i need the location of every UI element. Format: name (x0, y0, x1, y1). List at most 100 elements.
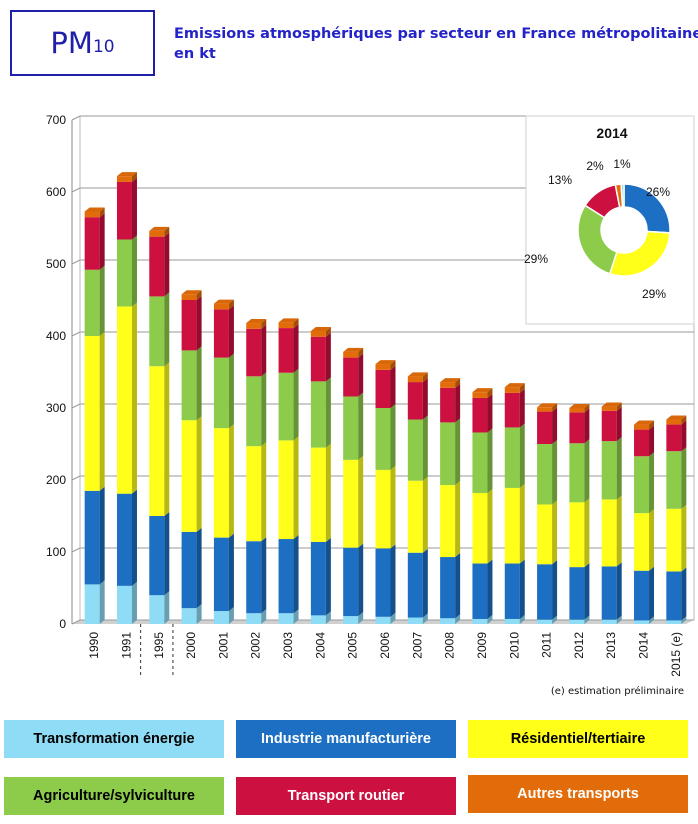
bar-segment (537, 504, 553, 565)
bar-top (181, 290, 202, 295)
bar-segment-side (164, 362, 170, 516)
bar-segment (634, 429, 650, 457)
bar-segment (634, 424, 650, 430)
x-tick-label: 2006 (378, 632, 392, 659)
bar-segment-side (358, 612, 364, 624)
bar-segment-side (487, 559, 493, 619)
bar-segment (407, 419, 423, 481)
bar-segment (149, 236, 165, 297)
bar-segment (440, 382, 456, 388)
x-tick-label: 2002 (249, 632, 263, 659)
x-tick-label: 2001 (216, 632, 230, 659)
bar-stack-2004 (310, 326, 331, 624)
bar-segment-side (358, 353, 364, 397)
bar-segment (181, 531, 197, 609)
bar-segment-side (390, 360, 396, 370)
bar-segment-side (390, 465, 396, 549)
bar-segment-side (455, 378, 461, 388)
bar-segment (601, 441, 617, 500)
bar-segment (537, 411, 553, 444)
bar-segment (246, 376, 262, 447)
bar-segment (504, 392, 520, 428)
bar-segment (504, 487, 520, 564)
bar-segment-side (681, 420, 687, 452)
bar-segment-side (228, 305, 234, 358)
bar-segment-side (164, 232, 170, 297)
bar-segment-side (131, 489, 137, 586)
legend-item: Transformation énergie (4, 720, 224, 758)
bar-segment (213, 611, 229, 624)
bar-stack-2011 (537, 403, 558, 624)
y-tick-label: 100 (46, 545, 66, 559)
bar-segment (666, 424, 682, 452)
gridline-side (71, 259, 81, 265)
bar-segment (634, 513, 650, 571)
bar-stack-1995 (149, 226, 170, 624)
bar-segment-side (552, 615, 558, 624)
bar-segment-side (552, 500, 558, 565)
bar-stack-2012 (569, 404, 590, 624)
x-tick-label: 2014 (637, 632, 651, 659)
y-tick-label: 200 (46, 473, 66, 487)
bar-segment-side (196, 416, 202, 532)
bar-segment-side (649, 509, 655, 571)
bar-segment-side (131, 172, 137, 182)
pollutant-subscript: 10 (92, 37, 115, 57)
bar-segment (666, 419, 682, 425)
bar-segment (278, 322, 294, 329)
bar-segment-side (228, 424, 234, 538)
bar-segment-side (681, 616, 687, 624)
bar-segment (666, 620, 682, 624)
bar-segment (116, 585, 132, 624)
bar-segment-side (131, 581, 137, 624)
x-tick-label: 2007 (410, 632, 424, 659)
bar-segment (569, 619, 585, 624)
bar-segment (246, 446, 262, 542)
bar-segment (343, 357, 359, 397)
bar-segment (310, 330, 326, 337)
bar-segment-side (390, 365, 396, 408)
bar-segment-side (455, 383, 461, 423)
bar-segment (246, 541, 262, 614)
bar-segment (472, 432, 488, 493)
bar-segment (440, 557, 456, 619)
bar-segment-side (325, 332, 331, 382)
bar-segment (634, 456, 650, 514)
bar-segment (149, 595, 165, 624)
bar-top (84, 207, 105, 212)
bar-segment-side (487, 614, 493, 624)
bar-segment-side (228, 353, 234, 429)
bar-top (310, 326, 331, 331)
bar-segment (537, 444, 553, 505)
bar-segment-side (681, 504, 687, 572)
bar-segment-side (261, 537, 267, 614)
bar-stack-2002 (246, 319, 267, 624)
bar-segment-side (487, 488, 493, 564)
bar-segment-side (390, 612, 396, 624)
bar-segment-side (649, 452, 655, 514)
pie-title: 2014 (596, 125, 627, 141)
y-tick-label: 300 (46, 401, 66, 415)
legend-item: Industrie manufacturière (236, 720, 456, 758)
pie-slice-label: 13% (548, 173, 572, 187)
bar-segment-side (519, 383, 525, 393)
bar-segment (537, 407, 553, 412)
bar-segment (310, 336, 326, 382)
bar-segment (246, 328, 262, 377)
bar-segment-side (99, 265, 105, 336)
bar-segment-side (325, 611, 331, 624)
bar-segment (116, 181, 132, 240)
bar-segment-side (99, 207, 105, 218)
bar-segment (407, 480, 423, 553)
bar-segment-side (261, 324, 267, 377)
bar-segment-side (99, 580, 105, 624)
bar-segment-side (681, 415, 687, 425)
x-tick-label: 2015 (e) (669, 632, 683, 677)
bar-segment-side (293, 535, 299, 614)
bar-chart: 1990 1991 1995 2000 2001 2002 2003 2004 2005 2006… (46, 113, 695, 677)
bar-segment-side (616, 615, 622, 624)
bar-segment-side (649, 566, 655, 621)
x-tick-label: 2000 (184, 632, 198, 659)
bar-top (666, 415, 687, 420)
bar-segment (375, 469, 391, 549)
